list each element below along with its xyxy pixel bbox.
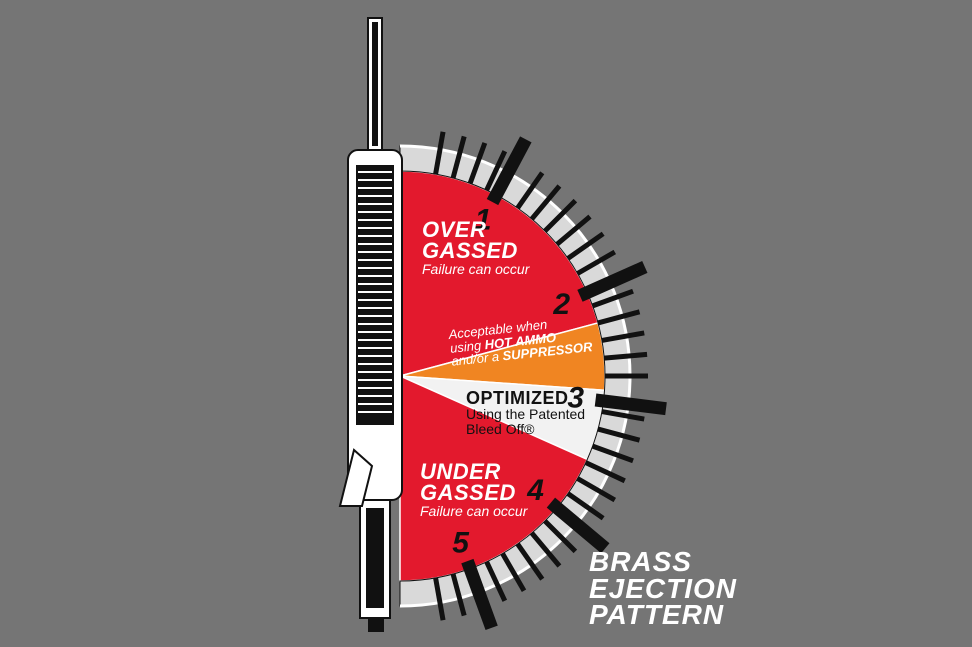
zone-white-title: OPTIMIZED — [466, 390, 585, 407]
zone-over-label: OVERGASSED Failure can occur — [422, 220, 529, 276]
tick-major-3 — [596, 400, 666, 409]
zone-under-sub: Failure can occur — [420, 504, 527, 519]
zone-under-title: UNDERGASSED — [420, 462, 527, 504]
rifle-silhouette — [340, 18, 402, 632]
bottom-title: BRASS EJECTION PATTERN — [589, 549, 737, 629]
clock-number-4: 4 — [526, 474, 544, 507]
zone-white-label: OPTIMIZED Using the PatentedBleed Off® — [466, 390, 585, 436]
bottom-title-l2: EJECTION — [589, 576, 737, 603]
zone-over-title: OVERGASSED — [422, 220, 529, 262]
diagram-stage: 12345 BRASS EJECTION PATTERN OVERGASSED … — [0, 0, 972, 647]
zone-over-sub: Failure can occur — [422, 262, 529, 277]
zone-white-sub: Using the PatentedBleed Off® — [466, 407, 585, 436]
bottom-title-l1: BRASS — [589, 549, 737, 576]
bottom-title-l3: PATTERN — [589, 602, 737, 629]
zone-under-label: UNDERGASSED Failure can occur — [420, 462, 527, 518]
clock-number-5: 5 — [452, 526, 470, 559]
